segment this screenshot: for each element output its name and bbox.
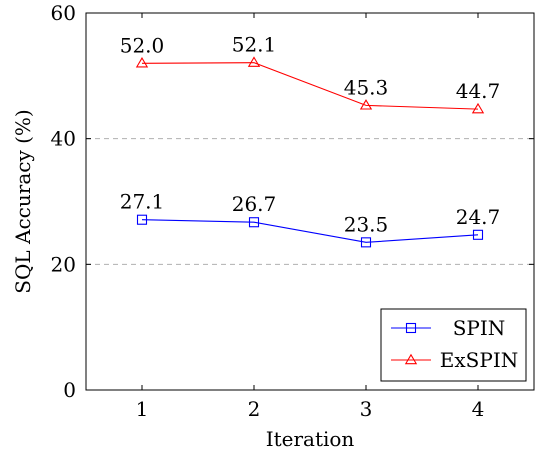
x-axis-label: Iteration: [266, 427, 355, 451]
data-label-exspin: 52.1: [232, 33, 277, 57]
series-line-exspin: [141, 62, 479, 110]
data-label-exspin: 44.7: [456, 79, 501, 103]
legend-box: [380, 308, 527, 382]
axis-ticks: 0 20 40 60 1 2 3 4: [51, 1, 534, 421]
data-point-exspin: [135, 56, 149, 68]
series-line-spin: [141, 219, 479, 243]
data-point-spin: [472, 229, 484, 240]
grid-lines: [86, 138, 534, 265]
y-tick-label: 60: [51, 1, 76, 25]
x-tick-label: 2: [248, 397, 261, 421]
data-label-spin: 24.7: [456, 205, 501, 229]
x-tick-label: 1: [136, 397, 149, 421]
legend: SPIN ExSPIN: [380, 308, 527, 382]
plot-frame: [85, 12, 535, 391]
legend-marker-spin: [405, 322, 417, 334]
y-axis-label: SQL Accuracy (%): [11, 109, 35, 293]
x-tick-label: 3: [360, 397, 373, 421]
data-point-exspin: [359, 99, 373, 110]
y-tick-label: 0: [63, 378, 76, 402]
legend-label-exspin: ExSPIN: [440, 348, 518, 372]
data-label-exspin: 45.3: [344, 75, 389, 99]
data-point-exspin: [247, 56, 261, 67]
legend-marker-exspin: [404, 353, 418, 365]
series-layer: [135, 56, 485, 248]
data-point-spin: [360, 237, 372, 248]
data-label-spin: 26.7: [232, 192, 277, 216]
data-point-spin: [248, 217, 260, 228]
data-labels: 27.1 26.7 23.5 24.7 52.0 52.1 45.3 44.7: [120, 33, 501, 237]
y-tick-label: 40: [51, 127, 76, 151]
data-label-exspin: 52.0: [120, 33, 165, 57]
x-tick-label: 4: [472, 397, 485, 421]
legend-label-spin: SPIN: [453, 316, 506, 340]
y-tick-label: 20: [51, 252, 76, 276]
data-label-spin: 23.5: [344, 212, 389, 236]
data-point-spin: [136, 214, 148, 225]
data-label-spin: 27.1: [120, 190, 165, 214]
data-point-exspin: [471, 102, 485, 114]
